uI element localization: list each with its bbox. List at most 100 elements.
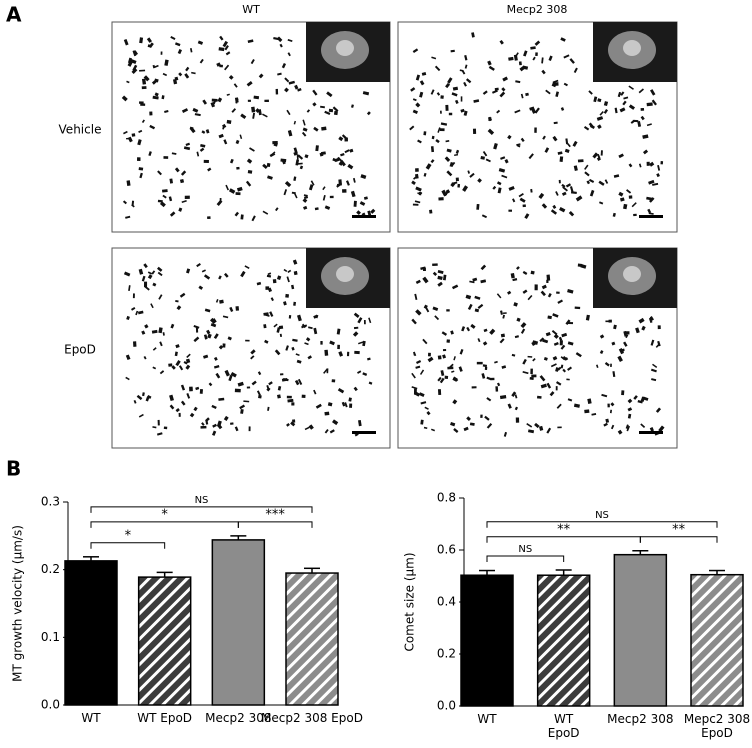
comet: [141, 330, 146, 335]
comet: [482, 364, 488, 368]
comet: [135, 310, 139, 316]
comet: [446, 170, 453, 177]
comet: [303, 195, 309, 200]
comet: [192, 107, 199, 113]
comet: [266, 162, 271, 168]
comet: [417, 139, 422, 144]
comet: [363, 319, 366, 325]
comet: [277, 72, 282, 76]
comet: [193, 324, 200, 329]
comet: [527, 429, 535, 434]
comet: [565, 319, 571, 326]
comet: [622, 100, 627, 106]
comet: [342, 189, 347, 193]
comet: [587, 398, 592, 404]
comet: [481, 373, 486, 379]
comet: [633, 213, 637, 217]
comet: [638, 88, 645, 94]
comet: [293, 192, 298, 199]
comet: [514, 335, 519, 339]
comet: [446, 339, 451, 343]
row-label: EpoD: [64, 343, 96, 357]
comet: [514, 394, 518, 399]
comet: [471, 32, 475, 38]
x-tick-label: Mepc2 308 EpoD: [683, 712, 751, 740]
comet: [557, 151, 563, 155]
comet: [512, 198, 516, 203]
comet: [556, 291, 560, 294]
comet: [157, 271, 163, 277]
comet: [522, 204, 526, 208]
significance-label: NS: [595, 510, 609, 521]
comet: [508, 56, 514, 61]
scale-bar: [352, 431, 376, 434]
comet: [480, 279, 487, 284]
comet: [499, 310, 504, 315]
comet: [559, 340, 563, 346]
comet: [520, 328, 526, 334]
comet: [199, 389, 203, 394]
significance-bracket: [90, 542, 166, 549]
comet: [348, 397, 352, 402]
comet: [139, 69, 146, 72]
comet: [133, 341, 137, 347]
comet: [555, 191, 559, 196]
comet: [320, 341, 323, 345]
comet: [163, 426, 168, 430]
comet: [295, 159, 300, 166]
comet: [303, 205, 308, 210]
comet: [482, 90, 488, 95]
comet: [625, 334, 629, 339]
comet: [621, 390, 625, 396]
comet: [565, 183, 572, 188]
comet: [549, 391, 555, 397]
comet: [234, 426, 239, 432]
comet: [561, 191, 567, 196]
comet: [530, 368, 533, 375]
comet: [191, 71, 196, 75]
comet: [411, 386, 418, 390]
comet: [460, 96, 463, 102]
comet: [329, 340, 335, 346]
comet: [547, 293, 552, 298]
comet: [422, 276, 429, 284]
comet: [501, 174, 508, 179]
comet: [340, 152, 345, 157]
comet: [531, 340, 538, 346]
comet: [445, 104, 449, 111]
significance-label: NS: [195, 495, 209, 506]
comet: [425, 163, 432, 170]
comet: [463, 110, 468, 116]
comet: [467, 170, 471, 174]
comet: [143, 75, 150, 82]
comet: [281, 378, 288, 382]
comet: [302, 127, 308, 132]
comet: [598, 180, 605, 186]
comet: [266, 274, 272, 278]
comet: [656, 173, 660, 178]
comet: [197, 40, 204, 45]
comet: [477, 303, 484, 309]
comet: [597, 124, 602, 130]
comet: [366, 111, 371, 116]
comet: [218, 397, 225, 401]
comet: [557, 366, 562, 371]
comet: [651, 99, 657, 106]
comet: [650, 89, 656, 96]
bar: [613, 553, 668, 707]
comet: [585, 314, 590, 321]
comet: [237, 381, 244, 387]
comet: [273, 37, 279, 41]
comet: [541, 284, 547, 290]
comet: [437, 275, 443, 280]
comet: [637, 120, 642, 127]
comet: [496, 109, 501, 114]
comet: [126, 315, 130, 321]
comet: [203, 334, 208, 340]
comet: [247, 39, 254, 44]
panel-label: B: [6, 457, 21, 481]
comet: [263, 312, 269, 316]
comet: [150, 303, 154, 309]
comet: [603, 422, 608, 427]
comet: [414, 173, 419, 179]
